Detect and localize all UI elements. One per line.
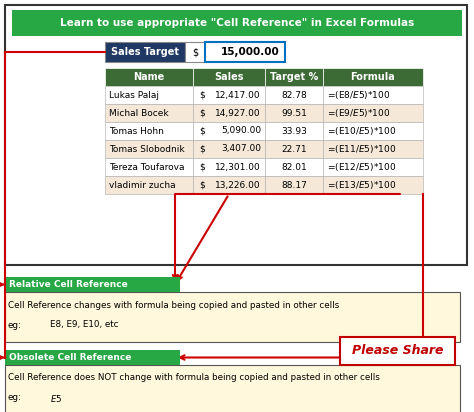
Text: =(E13/$E$5)*100: =(E13/$E$5)*100 <box>327 179 396 191</box>
Text: 88.17: 88.17 <box>281 180 307 190</box>
Bar <box>265 68 323 86</box>
Bar <box>265 86 323 104</box>
Text: Target %: Target % <box>270 72 318 82</box>
Bar <box>5 365 460 412</box>
Bar <box>5 277 180 292</box>
Bar <box>193 176 265 194</box>
Text: 82.01: 82.01 <box>281 162 307 171</box>
Bar <box>323 176 423 194</box>
Text: 12,301.00: 12,301.00 <box>215 162 261 171</box>
Text: Tomas Hohn: Tomas Hohn <box>109 126 164 136</box>
Text: Obsolete Cell Reference: Obsolete Cell Reference <box>9 353 131 362</box>
Bar <box>5 350 180 365</box>
Text: Relative Cell Reference: Relative Cell Reference <box>9 280 128 289</box>
Text: 15,000.00: 15,000.00 <box>221 47 280 57</box>
Text: =(E10/$E$5)*100: =(E10/$E$5)*100 <box>327 125 396 137</box>
Text: $: $ <box>192 47 198 57</box>
Bar <box>340 337 455 365</box>
Text: $: $ <box>199 180 205 190</box>
Text: 5,090.00: 5,090.00 <box>221 126 261 136</box>
Bar <box>5 292 460 342</box>
Bar <box>265 122 323 140</box>
Text: 82.78: 82.78 <box>281 91 307 100</box>
Bar <box>5 5 467 265</box>
Bar <box>205 42 285 62</box>
Bar <box>265 158 323 176</box>
Bar <box>193 104 265 122</box>
Bar <box>265 140 323 158</box>
Bar <box>193 68 265 86</box>
Text: =(E8/$E$5)*100: =(E8/$E$5)*100 <box>327 89 391 101</box>
Text: Lukas Palaj: Lukas Palaj <box>109 91 159 100</box>
Text: Michal Bocek: Michal Bocek <box>109 108 169 117</box>
Text: $: $ <box>199 162 205 171</box>
Text: vladimir zucha: vladimir zucha <box>109 180 176 190</box>
Text: eg:: eg: <box>8 321 22 330</box>
Text: 33.93: 33.93 <box>281 126 307 136</box>
Bar <box>323 158 423 176</box>
Text: =(E9/$E$5)*100: =(E9/$E$5)*100 <box>327 107 391 119</box>
Text: Name: Name <box>133 72 164 82</box>
Text: 12,417.00: 12,417.00 <box>215 91 261 100</box>
Bar <box>105 104 193 122</box>
Bar <box>193 140 265 158</box>
Bar <box>105 122 193 140</box>
Text: Sales: Sales <box>214 72 244 82</box>
Bar <box>12 10 462 36</box>
Bar <box>185 42 205 62</box>
Text: 14,927.00: 14,927.00 <box>215 108 261 117</box>
Bar <box>105 42 185 62</box>
Text: =(E11/$E$5)*100: =(E11/$E$5)*100 <box>327 143 396 155</box>
Text: Cell Reference changes with formula being copied and pasted in other cells: Cell Reference changes with formula bein… <box>8 300 339 309</box>
Bar <box>193 86 265 104</box>
Bar <box>265 176 323 194</box>
Text: 13,226.00: 13,226.00 <box>215 180 261 190</box>
Text: 3,407.00: 3,407.00 <box>221 145 261 154</box>
Bar <box>323 104 423 122</box>
Bar <box>105 68 193 86</box>
Text: E8, E9, E10, etc: E8, E9, E10, etc <box>50 321 118 330</box>
Text: Learn to use appropriate "Cell Reference" in Excel Formulas: Learn to use appropriate "Cell Reference… <box>60 18 414 28</box>
Bar <box>105 140 193 158</box>
Text: Formula: Formula <box>351 72 395 82</box>
Text: eg:: eg: <box>8 393 22 403</box>
Text: =(E12/$E$5)*100: =(E12/$E$5)*100 <box>327 161 396 173</box>
Bar <box>323 68 423 86</box>
Text: $: $ <box>199 126 205 136</box>
Text: $E$5: $E$5 <box>50 393 63 403</box>
Text: $: $ <box>199 91 205 100</box>
Text: Tereza Toufarova: Tereza Toufarova <box>109 162 184 171</box>
Text: Cell Reference does NOT change with formula being copied and pasted in other cel: Cell Reference does NOT change with form… <box>8 374 380 382</box>
Text: 99.51: 99.51 <box>281 108 307 117</box>
Bar <box>265 104 323 122</box>
Bar <box>105 176 193 194</box>
Bar <box>105 158 193 176</box>
Bar <box>193 122 265 140</box>
Bar <box>323 122 423 140</box>
Text: Tomas Slobodnik: Tomas Slobodnik <box>109 145 185 154</box>
Text: $: $ <box>199 145 205 154</box>
Bar <box>323 86 423 104</box>
Text: Please Share: Please Share <box>352 344 443 358</box>
Bar <box>105 86 193 104</box>
Text: 22.71: 22.71 <box>281 145 307 154</box>
Text: Sales Target: Sales Target <box>111 47 179 57</box>
Text: $: $ <box>199 108 205 117</box>
Bar <box>323 140 423 158</box>
Bar <box>193 158 265 176</box>
